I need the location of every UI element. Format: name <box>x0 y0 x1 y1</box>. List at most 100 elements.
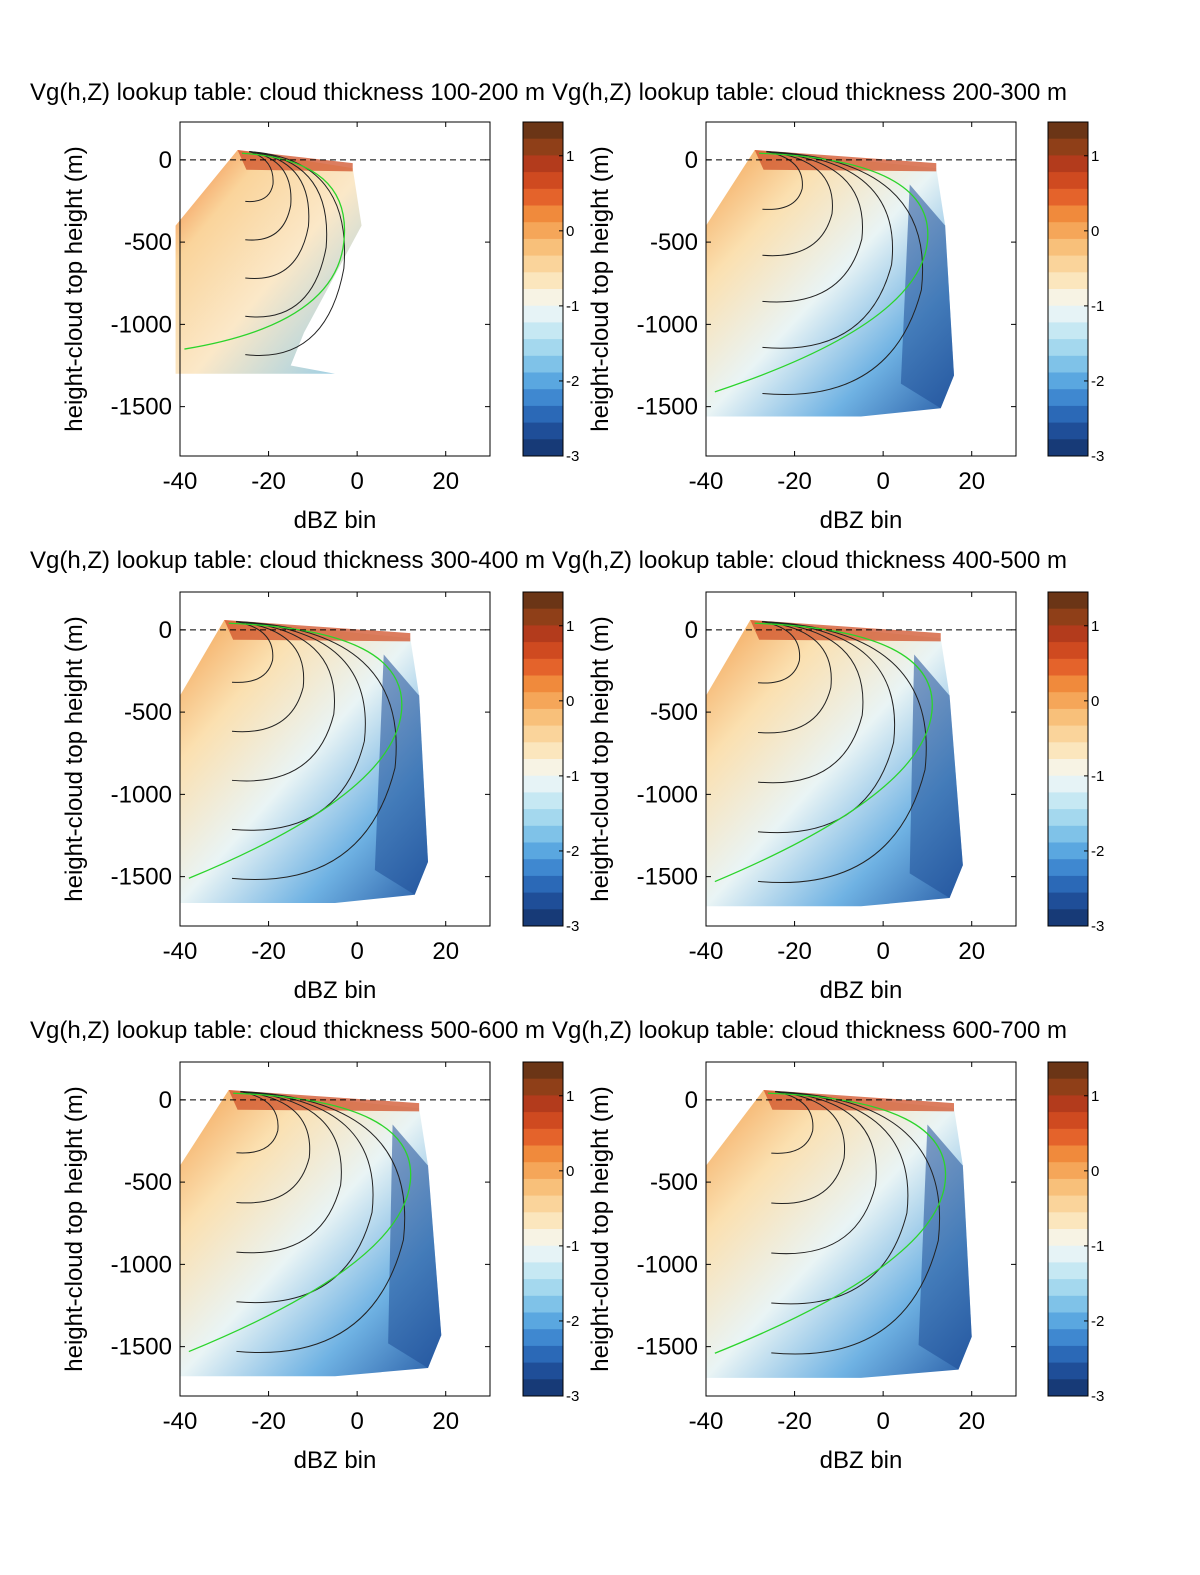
colorbar-segment <box>523 339 563 357</box>
colorbar-segment <box>1048 172 1088 190</box>
colorbar-segment <box>1048 1195 1088 1213</box>
y-tick-label: -500 <box>650 1169 698 1196</box>
contour-line <box>771 1091 846 1205</box>
colorbar-tick-label: -3 <box>566 918 579 935</box>
x-tick-label: 0 <box>350 938 363 965</box>
colorbar-segment <box>523 272 563 290</box>
colorbar-segment <box>1048 1128 1088 1146</box>
colorbar-tick-label: -2 <box>566 373 579 390</box>
y-tick-label: -1000 <box>637 311 698 338</box>
panel-5: -40 -20 0 200-500-1000-1500 Vg(h,Z) lookup … <box>30 1017 579 1474</box>
panel-1-title: Vg(h,Z) lookup table: cloud thickness 10… <box>30 79 545 106</box>
colorbar-segment <box>1048 255 1088 273</box>
colorbar-segment <box>523 1062 563 1080</box>
colorbar-segment <box>523 1312 563 1330</box>
colorbar-tick-label: -2 <box>1091 373 1104 390</box>
heatmap-right-edge <box>909 654 963 899</box>
colorbar-tick-label: -1 <box>1091 1238 1104 1255</box>
heatmap-region <box>706 1089 972 1378</box>
colorbar-segment <box>523 205 563 223</box>
colorbar-segment <box>523 1295 563 1313</box>
y-tick-label: 0 <box>685 1087 698 1114</box>
colorbar-segment <box>523 725 563 743</box>
colorbar-segment <box>523 1329 563 1347</box>
y-tick-label: -1000 <box>111 781 172 808</box>
colorbar-segment <box>1048 892 1088 910</box>
contour-line <box>771 1091 940 1355</box>
colorbar-segment <box>523 1128 563 1146</box>
contour-line <box>771 1091 877 1255</box>
contour-line <box>245 151 292 241</box>
colorbar-segment <box>523 1112 563 1130</box>
x-tick-label: 0 <box>350 1408 363 1435</box>
y-tick-label: 0 <box>685 147 698 174</box>
colorbar-segment <box>1048 1345 1088 1364</box>
colorbar-segment <box>523 708 563 727</box>
colorbar-segment <box>1048 1379 1088 1397</box>
colorbar-tick-label: 0 <box>566 1163 574 1180</box>
y-tick-label: -1500 <box>637 1334 698 1361</box>
panel-1-axes <box>179 121 491 457</box>
contour-line <box>762 151 803 210</box>
colorbar-segment <box>523 875 563 894</box>
colorbar-segment <box>1048 1362 1088 1380</box>
contour-line <box>231 621 366 831</box>
colorbar-segment <box>523 372 563 390</box>
colorbar-frame <box>1047 121 1089 457</box>
contour-line <box>757 621 896 834</box>
colorbar-tick-label: -3 <box>1091 918 1104 935</box>
colorbar-tick-label: 1 <box>1091 148 1099 165</box>
panel-5-heatmap <box>180 1089 490 1377</box>
x-tick-label: -20 <box>777 468 812 495</box>
x-tick-label: 20 <box>958 1408 985 1435</box>
colorbar-segment <box>523 155 563 173</box>
x-tick-label: 0 <box>350 468 363 495</box>
panel-3-xlabel: dBZ bin <box>294 977 377 1004</box>
colorbar-segment <box>523 1145 563 1163</box>
y-tick-label: -1500 <box>111 1334 172 1361</box>
colorbar-segment <box>1048 305 1088 323</box>
colorbar-segment <box>1048 1212 1088 1230</box>
panel-4-xlabel: dBZ bin <box>820 977 903 1004</box>
panel-2-title: Vg(h,Z) lookup table: cloud thickness 20… <box>552 79 1067 106</box>
panel-5-title: Vg(h,Z) lookup table: cloud thickness 50… <box>30 1017 545 1044</box>
colorbar-tick-label: 1 <box>566 618 574 635</box>
panel-4-title: Vg(h,Z) lookup table: cloud thickness 40… <box>552 547 1067 574</box>
panel-3-ticks: -40 -20 0 20 0 -500 -1000 -1500 <box>111 592 490 965</box>
colorbar-segment <box>523 842 563 860</box>
x-tick-label: -40 <box>163 1408 198 1435</box>
colorbar-segment <box>523 439 563 457</box>
x-tick-label: -20 <box>251 468 286 495</box>
x-tick-label: -40 <box>163 938 198 965</box>
colorbar-segment <box>523 405 563 424</box>
colorbar-segment <box>523 592 563 610</box>
colorbar-segment <box>523 289 563 307</box>
colorbar-segment <box>1048 289 1088 307</box>
colorbar-segment <box>1048 1329 1088 1347</box>
y-tick-label: 0 <box>159 147 172 174</box>
panel-4-heatmap <box>706 619 1016 907</box>
panel-3: -40 -20 0 200-500-1000-1500 Vg(h,Z) lookup … <box>30 547 579 1004</box>
y-tick-label: -500 <box>124 699 172 726</box>
panel-3-ylabel: height-cloud top height (m) <box>61 616 88 902</box>
panel-5-xlabel: dBZ bin <box>294 1447 377 1474</box>
colorbar-segment <box>1048 809 1088 827</box>
colorbar-segment <box>523 238 563 257</box>
colorbar-tick-label: -1 <box>1091 298 1104 315</box>
contour-line <box>771 1091 814 1154</box>
panel-4-ticks: -40 -20 0 20 0 -500 -1000 -1500 <box>637 592 1016 965</box>
colorbar-segment <box>1048 759 1088 777</box>
heatmap-right-edge <box>374 654 428 895</box>
colorbar-segment <box>523 1245 563 1263</box>
colorbar-segment <box>1048 339 1088 357</box>
colorbar-segment <box>523 658 563 676</box>
contour-line <box>757 621 864 784</box>
panel-3-colorbar: 1 0 -1 -2 -3 <box>522 591 579 935</box>
panel-2-xlabel: dBZ bin <box>820 507 903 534</box>
y-tick-label: -500 <box>124 1169 172 1196</box>
colorbar-segment <box>523 1212 563 1230</box>
colorbar-segment <box>1048 675 1088 693</box>
colorbar-segment <box>1048 1162 1088 1180</box>
panel-6-ticks: -40 -20 0 20 0 -500 -1000 -1500 <box>637 1062 1016 1435</box>
x-tick-label: -40 <box>163 468 198 495</box>
